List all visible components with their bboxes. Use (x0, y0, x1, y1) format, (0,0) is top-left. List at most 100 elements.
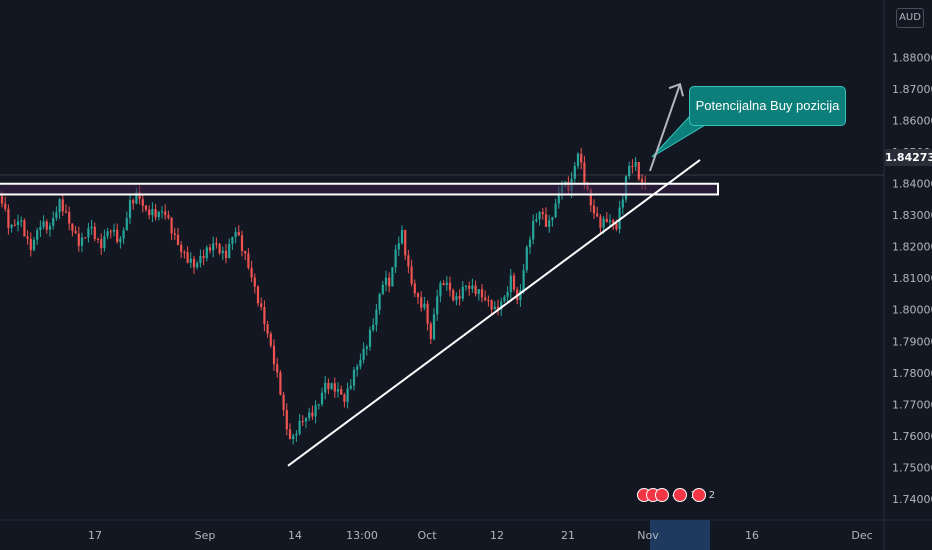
candle-body (164, 211, 167, 216)
candle-body (167, 215, 170, 218)
currency-label[interactable]: AUD (896, 8, 924, 28)
candle-body (400, 230, 404, 244)
candle-body (23, 220, 26, 237)
candle-body (493, 306, 496, 310)
candle-body (596, 213, 599, 217)
candle-body (503, 296, 506, 302)
candle-body (39, 226, 42, 231)
candle-body (327, 382, 330, 390)
candle-body (621, 199, 624, 208)
price-tick-label: 1.82000 (892, 241, 932, 254)
candle-body (455, 296, 458, 301)
drawings-group (0, 82, 884, 467)
candle-body (314, 405, 317, 417)
candle-body (250, 267, 253, 278)
resistance-zone[interactable] (0, 182, 719, 196)
price-tick-label: 1.79000 (892, 335, 932, 348)
candle-body (426, 303, 429, 324)
candle-body (551, 217, 554, 221)
candle-body (330, 383, 333, 390)
candle-body (36, 230, 39, 240)
candle-body (324, 382, 327, 393)
candle-body (618, 207, 621, 230)
candle-body (599, 216, 602, 228)
time-tick-label: 12 (490, 529, 504, 542)
candle-body (573, 165, 576, 179)
candle-body (637, 162, 640, 180)
time-tick-label: Sep (195, 529, 216, 542)
event-icon[interactable] (691, 488, 706, 502)
time-axis[interactable]: 17 Sep 14 13:00 Oct 12 21 Nov 16 Dec (88, 529, 873, 542)
candle-body (253, 277, 256, 287)
candle-body (634, 162, 637, 167)
candle-body (452, 290, 455, 301)
candle-body (340, 389, 343, 395)
price-tick-label: 1.84000 (892, 178, 932, 191)
candle-body (500, 301, 503, 310)
candle-body (20, 220, 23, 222)
candle-body (544, 214, 548, 227)
candle-body (202, 255, 205, 259)
candle-body (90, 226, 93, 229)
candle-body (468, 285, 471, 289)
candle-body (228, 243, 231, 258)
candle-body (464, 285, 468, 287)
candle-body (519, 290, 522, 300)
candle-body (317, 404, 320, 406)
candle-body (199, 255, 202, 264)
candle-body (100, 239, 103, 249)
candle-body (458, 296, 461, 299)
candle-body (288, 429, 292, 440)
candle-body (29, 238, 32, 251)
candle-body (7, 208, 10, 228)
annotation-callout[interactable]: Potencijalna Buy pozicija (689, 86, 846, 126)
candle-body (170, 217, 173, 234)
price-tick-label: 1.80000 (892, 304, 932, 317)
candle-body (74, 230, 77, 234)
candle-body (429, 323, 432, 340)
events-row[interactable]: 4 3 2 (637, 486, 715, 504)
candle-body (487, 299, 490, 301)
candle-body (391, 267, 394, 287)
candle-body (26, 236, 29, 239)
candle-body (244, 251, 247, 254)
candle-body (301, 420, 304, 422)
candle-body (506, 292, 509, 297)
candle-body (576, 153, 580, 166)
trendline[interactable] (287, 159, 701, 467)
candle-body (119, 238, 122, 242)
candle-body (295, 433, 298, 436)
candle-body (272, 345, 276, 365)
candle-body (528, 239, 532, 248)
candle-body (320, 392, 324, 405)
candle-body (112, 229, 116, 232)
candle-body (68, 211, 71, 224)
candle-body (157, 211, 160, 218)
price-axis[interactable]: 1.880001.870001.860001.850001.840001.830… (892, 51, 932, 506)
target-arrow[interactable] (649, 83, 681, 172)
candle-body (592, 205, 596, 214)
candle-body (237, 232, 240, 236)
candle-body (279, 372, 282, 395)
event-icon[interactable] (655, 488, 669, 502)
event-icon[interactable] (673, 488, 688, 502)
plot-area[interactable] (0, 0, 884, 520)
candle-body (52, 218, 55, 226)
time-tick-label: Nov (637, 529, 659, 542)
candle-body (407, 255, 410, 267)
time-tick-label: 16 (745, 529, 759, 542)
candle-body (10, 224, 13, 228)
candle-body (263, 307, 266, 325)
candle-body (58, 199, 61, 213)
candle-body (420, 297, 423, 308)
candle-body (432, 314, 436, 340)
candle-body (87, 228, 90, 238)
price-tick-label: 1.75000 (892, 461, 932, 474)
candle-body (160, 211, 164, 213)
candles-group (0, 147, 647, 445)
candle-body (122, 230, 125, 239)
candle-body (215, 243, 218, 245)
candle-body (125, 218, 128, 231)
candle-body (208, 247, 212, 251)
